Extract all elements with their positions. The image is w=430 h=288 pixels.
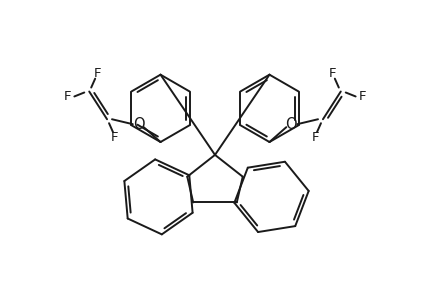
Text: F: F [359,90,366,103]
Text: O: O [286,117,297,132]
Text: F: F [93,67,101,80]
Text: O: O [133,117,144,132]
Text: F: F [111,130,119,143]
Text: F: F [311,130,319,143]
Text: F: F [64,90,71,103]
Text: F: F [329,67,337,80]
